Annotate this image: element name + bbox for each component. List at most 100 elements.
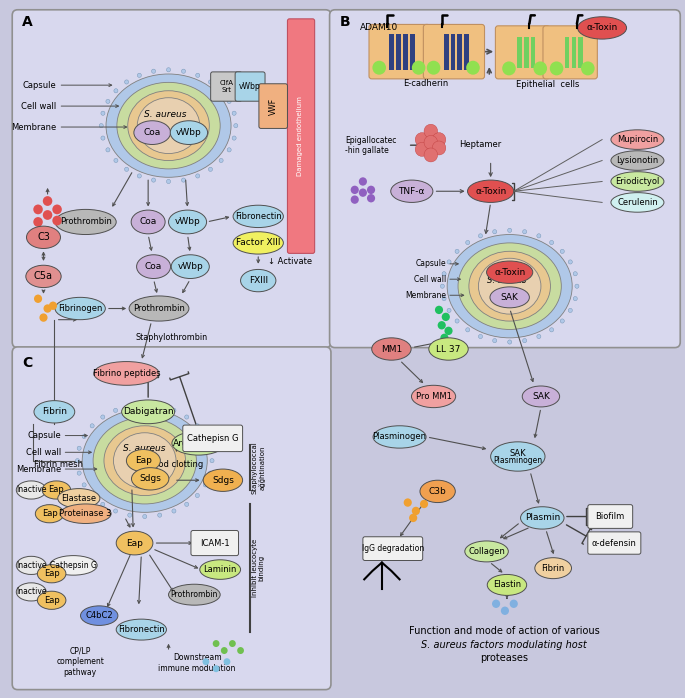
Circle shape — [575, 284, 579, 288]
Circle shape — [560, 249, 564, 253]
Bar — [524, 37, 529, 68]
Circle shape — [90, 493, 94, 498]
Text: ICAM-1: ICAM-1 — [200, 539, 229, 547]
Circle shape — [195, 493, 199, 498]
Text: Heptamer: Heptamer — [460, 140, 501, 149]
Circle shape — [550, 61, 563, 75]
Text: TNF-α: TNF-α — [399, 187, 425, 195]
Bar — [403, 34, 408, 70]
Ellipse shape — [611, 193, 664, 212]
Text: S. aureus: S. aureus — [123, 444, 166, 452]
Circle shape — [420, 500, 428, 508]
Circle shape — [137, 73, 141, 77]
Circle shape — [142, 514, 147, 519]
Circle shape — [203, 658, 210, 665]
Circle shape — [442, 297, 446, 301]
Ellipse shape — [486, 261, 533, 283]
Text: B: B — [340, 15, 351, 29]
Circle shape — [227, 148, 231, 152]
Ellipse shape — [611, 172, 664, 191]
Circle shape — [101, 111, 105, 115]
Text: Plasmin: Plasmin — [525, 514, 560, 522]
FancyBboxPatch shape — [329, 10, 680, 348]
Text: FXIII: FXIII — [249, 276, 268, 285]
Text: SAK: SAK — [532, 392, 550, 401]
Text: SAK: SAK — [510, 450, 526, 458]
Text: Eap: Eap — [126, 539, 143, 547]
Ellipse shape — [535, 558, 571, 579]
Circle shape — [219, 89, 223, 93]
Ellipse shape — [116, 619, 166, 640]
Ellipse shape — [27, 226, 60, 248]
Ellipse shape — [131, 210, 165, 234]
Circle shape — [101, 136, 105, 140]
Text: Downstream
immune modulation: Downstream immune modulation — [158, 653, 236, 673]
FancyBboxPatch shape — [288, 19, 314, 253]
Circle shape — [114, 408, 118, 413]
Ellipse shape — [34, 401, 75, 423]
Ellipse shape — [60, 504, 111, 524]
Text: vWbp: vWbp — [175, 218, 201, 226]
Circle shape — [440, 334, 449, 342]
Circle shape — [213, 640, 219, 647]
FancyBboxPatch shape — [369, 24, 430, 79]
Ellipse shape — [55, 297, 105, 320]
Ellipse shape — [611, 130, 664, 149]
Text: Eap: Eap — [42, 510, 58, 518]
Circle shape — [158, 513, 162, 517]
Text: Inactive: Inactive — [16, 588, 47, 596]
Circle shape — [208, 80, 212, 84]
FancyBboxPatch shape — [588, 505, 633, 528]
Circle shape — [569, 309, 573, 313]
Text: Coa: Coa — [144, 128, 161, 137]
Text: E-cadherin: E-cadherin — [403, 80, 448, 88]
FancyBboxPatch shape — [12, 347, 331, 690]
Circle shape — [182, 69, 186, 73]
Text: C: C — [22, 356, 32, 370]
Circle shape — [210, 459, 214, 463]
Circle shape — [229, 640, 236, 647]
Circle shape — [203, 483, 208, 487]
Text: α-defensin: α-defensin — [592, 539, 637, 547]
Circle shape — [367, 186, 375, 194]
Text: Cathepisn G: Cathepisn G — [187, 434, 238, 443]
Circle shape — [508, 340, 512, 344]
Ellipse shape — [412, 385, 456, 408]
Text: Dabigatran: Dabigatran — [123, 408, 173, 416]
Circle shape — [208, 471, 212, 475]
Circle shape — [424, 124, 438, 138]
Bar — [531, 37, 536, 68]
FancyBboxPatch shape — [183, 425, 242, 452]
Text: ↓ Activate: ↓ Activate — [268, 257, 312, 265]
Circle shape — [501, 607, 509, 615]
FancyBboxPatch shape — [495, 26, 550, 79]
Circle shape — [151, 69, 155, 73]
Bar — [444, 34, 449, 70]
Ellipse shape — [468, 180, 514, 202]
Ellipse shape — [117, 82, 220, 169]
Text: Function and mode of action of various: Function and mode of action of various — [409, 626, 599, 636]
Circle shape — [42, 210, 52, 220]
Text: Fibronectin: Fibronectin — [118, 625, 164, 634]
FancyBboxPatch shape — [588, 532, 641, 554]
Circle shape — [351, 195, 359, 204]
Text: Fibrino peptides: Fibrino peptides — [92, 369, 160, 378]
Bar — [571, 37, 576, 68]
Circle shape — [52, 205, 62, 214]
Text: Prothrombin: Prothrombin — [60, 218, 112, 226]
Circle shape — [125, 80, 129, 84]
Ellipse shape — [134, 121, 171, 144]
Text: Cathepsin G: Cathepsin G — [50, 561, 97, 570]
Text: Elastin: Elastin — [493, 581, 521, 589]
Ellipse shape — [16, 583, 46, 601]
Ellipse shape — [200, 560, 240, 579]
Circle shape — [166, 68, 171, 72]
Ellipse shape — [478, 258, 541, 314]
FancyBboxPatch shape — [211, 72, 242, 101]
Circle shape — [127, 404, 132, 408]
Circle shape — [77, 471, 82, 475]
Text: S. aureus factors modulating host: S. aureus factors modulating host — [421, 640, 587, 650]
Ellipse shape — [490, 287, 530, 308]
Circle shape — [196, 73, 200, 77]
Circle shape — [42, 196, 52, 206]
